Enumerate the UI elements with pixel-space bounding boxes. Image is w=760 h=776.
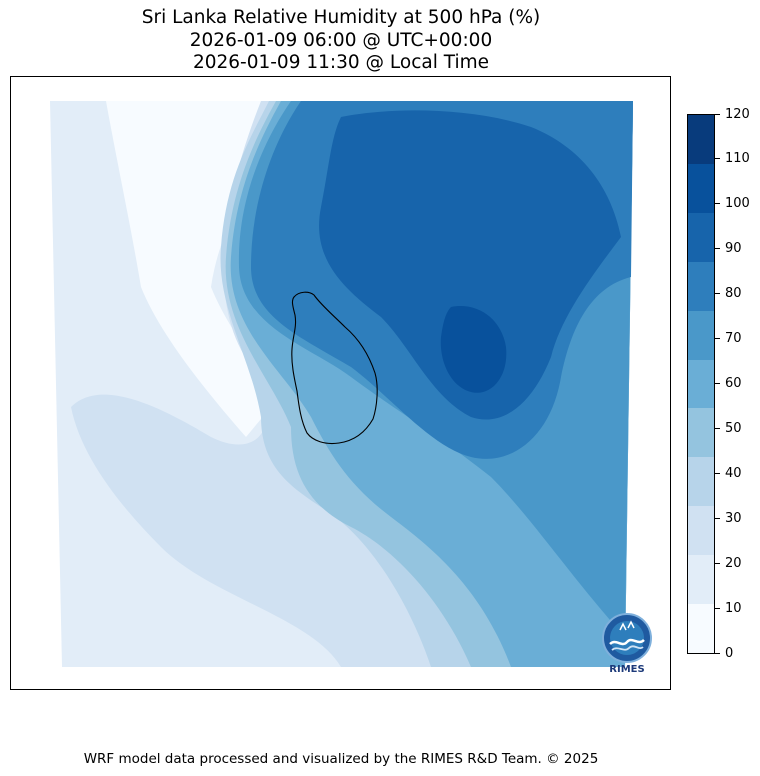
rimes-logo-text: RIMES: [609, 664, 645, 675]
title-line-2: 2026-01-09 06:00 @ UTC+00:00: [189, 29, 493, 51]
rimes-logo-icon: [602, 613, 652, 663]
colorbar-tick: [715, 338, 720, 339]
colorbar-label: 60: [725, 376, 742, 391]
colorbar-tick: [715, 158, 720, 159]
colorbar-segment: [688, 261, 714, 311]
colorbar: [687, 114, 715, 654]
colorbar-label: 30: [725, 511, 742, 526]
colorbar-tick: [715, 383, 720, 384]
colorbar-tick: [715, 653, 720, 654]
sri-lanka-outline: [291, 291, 378, 445]
colorbar-tick: [715, 518, 720, 519]
colorbar-segment: [688, 408, 714, 458]
colorbar-label: 90: [725, 241, 742, 256]
footer-credit: WRF model data processed and visualized …: [83, 751, 599, 767]
colorbar-segment: [688, 163, 714, 213]
colorbar-tick: [715, 608, 720, 609]
colorbar-segment: [688, 604, 714, 653]
band-90: [440, 306, 507, 393]
colorbar-label: 80: [725, 286, 742, 301]
rimes-logo: RIMES: [596, 612, 658, 678]
colorbar-label: 0: [725, 646, 734, 661]
colorbar-label: 110: [725, 151, 750, 166]
colorbar-segment: [688, 506, 714, 556]
title-line-3: 2026-01-09 11:30 @ Local Time: [192, 52, 490, 73]
colorbar-label: 70: [725, 331, 742, 346]
colorbar-label: 120: [725, 107, 750, 122]
colorbar-tick: [715, 563, 720, 564]
colorbar-tick: [715, 473, 720, 474]
map-panel: [10, 76, 671, 690]
colorbar-label: 100: [725, 196, 750, 211]
colorbar-tick: [715, 293, 720, 294]
colorbar-tick: [715, 203, 720, 204]
title-line-1: Sri Lanka Relative Humidity at 500 hPa (…: [141, 7, 541, 28]
colorbar-label: 40: [725, 466, 742, 481]
band-80: [319, 110, 621, 420]
colorbar-tick: [715, 428, 720, 429]
colorbar-segment: [688, 115, 714, 164]
humidity-field: [50, 101, 634, 667]
colorbar-label: 10: [725, 601, 742, 616]
map-title: Sri Lanka Relative Humidity at 500 hPa (…: [0, 7, 682, 75]
colorbar-label: 20: [725, 556, 742, 571]
colorbar-tick: [715, 114, 720, 115]
colorbar-segment: [688, 555, 714, 605]
colorbar-tick: [715, 248, 720, 249]
colorbar-segment: [688, 310, 714, 360]
colorbar-segment: [688, 212, 714, 262]
colorbar-segment: [688, 359, 714, 409]
colorbar-label: 50: [725, 421, 742, 436]
colorbar-segment: [688, 457, 714, 507]
